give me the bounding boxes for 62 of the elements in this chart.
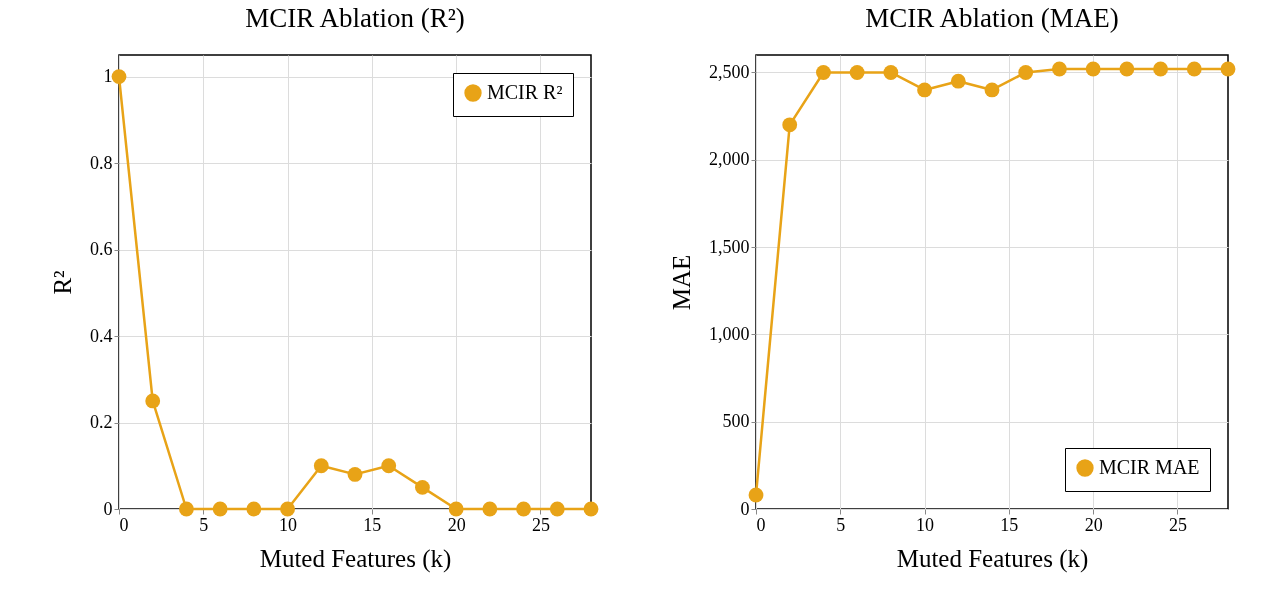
x-tick-label: 5 — [836, 514, 846, 535]
point — [950, 73, 966, 89]
x-tick-label: 15 — [363, 514, 382, 535]
x-tick-label: 5 — [199, 514, 209, 535]
point — [1085, 61, 1101, 77]
y-tick-label: 0.4 — [90, 325, 113, 346]
legend-label: MCIR R² — [487, 81, 563, 103]
x-tick-label: 10 — [279, 514, 298, 535]
point — [984, 82, 1000, 98]
point — [816, 65, 831, 80]
y-tick-label: 1,000 — [709, 323, 750, 344]
y-tick-label: 0 — [740, 498, 750, 519]
point — [583, 501, 599, 517]
y-tick-label: 0 — [103, 498, 113, 519]
point — [280, 501, 295, 517]
point — [381, 458, 397, 474]
point — [782, 117, 798, 133]
point — [1220, 61, 1236, 77]
point — [1018, 65, 1034, 80]
point — [549, 501, 565, 517]
point — [516, 501, 531, 517]
point — [1186, 61, 1202, 77]
point — [313, 458, 329, 474]
y-tick-label: 2,000 — [709, 149, 750, 170]
point — [212, 501, 228, 517]
x-tick-label: 15 — [1000, 514, 1019, 535]
y-tick-label: 2,500 — [709, 61, 750, 82]
x-axis-title: Muted Features (k) — [896, 544, 1089, 573]
x-tick-label: 20 — [1084, 514, 1103, 535]
x-tick-label: 10 — [916, 514, 935, 535]
chart-title: MCIR Ablation (MAE) — [865, 3, 1119, 33]
y-axis-title: R² — [49, 270, 76, 295]
point — [883, 65, 899, 80]
x-tick-label: 0 — [119, 514, 129, 535]
x-axis-title: Muted Features (k) — [259, 544, 452, 573]
point — [415, 479, 430, 495]
chart-title: MCIR Ablation (R²) — [245, 3, 465, 33]
point — [111, 69, 127, 85]
point — [347, 467, 363, 482]
y-axis-title: MAE — [668, 254, 695, 311]
y-tick-label: 500 — [722, 411, 750, 432]
point — [246, 501, 262, 517]
point — [448, 501, 464, 517]
point — [849, 65, 865, 80]
legend-label: MCIR MAE — [1099, 456, 1200, 478]
x-tick-label: 25 — [1168, 514, 1187, 535]
point — [1153, 61, 1168, 77]
y-tick-label: 1,500 — [709, 236, 750, 257]
point — [145, 393, 161, 409]
y-tick-label: 0.2 — [90, 412, 113, 433]
y-tick-label: 1 — [103, 66, 113, 87]
y-tick-label: 0.6 — [90, 239, 113, 260]
x-tick-label: 20 — [447, 514, 466, 535]
x-tick-label: 25 — [531, 514, 550, 535]
point — [917, 82, 932, 98]
point — [748, 487, 764, 503]
point — [482, 501, 498, 517]
x-tick-label: 0 — [756, 514, 766, 535]
point — [1119, 61, 1135, 77]
point — [1052, 61, 1067, 77]
y-tick-label: 0.8 — [90, 152, 113, 173]
point — [179, 501, 194, 517]
